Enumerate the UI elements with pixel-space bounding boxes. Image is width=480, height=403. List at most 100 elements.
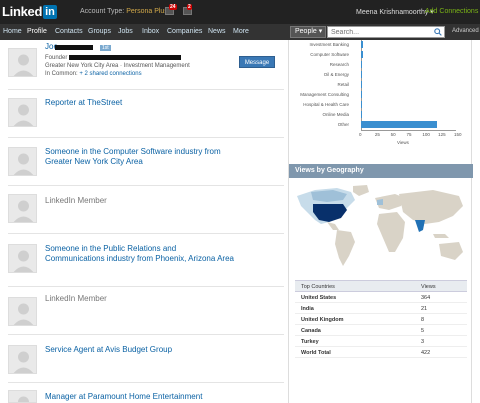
- col-views: Views: [421, 284, 436, 290]
- chart-category-label: Retail: [337, 82, 349, 87]
- inbox-badge: 24: [169, 4, 177, 10]
- nav-profile[interactable]: Profile: [27, 28, 47, 35]
- avatar[interactable]: [8, 390, 37, 403]
- viewer-common: In Common: + 2 shared connections: [45, 71, 142, 77]
- redacted-name: [55, 45, 93, 50]
- divider: [8, 89, 284, 90]
- chart-tick-label: 100: [422, 132, 430, 137]
- nav-home[interactable]: Home: [3, 28, 22, 35]
- chart-tick-label: 50: [390, 132, 396, 137]
- divider: [8, 382, 284, 383]
- chart-bar[interactable]: [361, 91, 362, 98]
- avatar[interactable]: [8, 194, 37, 223]
- nav-companies[interactable]: Companies: [167, 28, 203, 35]
- viewer-title[interactable]: Someone in the Computer Software industr…: [45, 147, 221, 166]
- chart-tick-label: 150: [454, 132, 462, 137]
- search-scope-dropdown[interactable]: People ▾: [290, 26, 326, 38]
- world-map[interactable]: [293, 182, 469, 272]
- list-item: Reporter at TheStreet: [0, 90, 284, 136]
- flag-icon[interactable]: 2: [183, 4, 194, 16]
- stats-sidebar: Views Investment Banking Computer Softwar…: [288, 40, 473, 403]
- chart-bar[interactable]: [361, 51, 363, 58]
- divider: [8, 286, 284, 287]
- search-icon[interactable]: [434, 28, 442, 36]
- top-bar: Linked in Account Type: Persona Plus 24 2…: [0, 0, 480, 24]
- table-row: United States 364: [295, 292, 467, 303]
- inbox-icon[interactable]: 24: [165, 4, 177, 16]
- nav-news[interactable]: News: [208, 28, 226, 35]
- nav-groups[interactable]: Groups: [88, 28, 111, 35]
- col-country: Top Countries: [301, 284, 335, 290]
- chart-category-label: Management Consulting: [300, 92, 349, 97]
- avatar[interactable]: [8, 98, 37, 127]
- list-item: LinkedIn Member: [0, 287, 284, 333]
- viewer-title: LinkedIn Member: [45, 196, 107, 205]
- viewer-title[interactable]: Manager at Paramount Home Entertainment: [45, 392, 203, 401]
- table-header: Top Countries Views: [295, 280, 467, 292]
- chart-bar[interactable]: [361, 101, 362, 108]
- list-item: Someone in the Computer Software industr…: [0, 138, 284, 184]
- divider: [8, 137, 284, 138]
- chart-category-label: Research: [329, 62, 349, 67]
- chart-category-label: Investment Banking: [309, 42, 349, 47]
- table-row: United Kingdom 8: [295, 314, 467, 325]
- list-item: Service Agent at Avis Budget Group: [0, 335, 284, 381]
- table-row: Canada 5: [295, 325, 467, 336]
- account-type-label: Account Type:: [80, 8, 125, 15]
- viewer-title: LinkedIn Member: [45, 294, 107, 303]
- chart-category-label: Hospital & Health Care: [303, 102, 349, 107]
- chart-tick-label: 0: [359, 132, 362, 137]
- viewer-name[interactable]: Joe: [45, 42, 58, 51]
- chart-category-label: Oil & Energy: [323, 72, 349, 77]
- table-total-row: World Total 422: [295, 347, 467, 358]
- add-connections-link[interactable]: Add Connections: [425, 8, 479, 15]
- avatar[interactable]: [8, 147, 37, 176]
- chart-bar[interactable]: [361, 111, 362, 118]
- chart-bar[interactable]: [361, 121, 437, 128]
- list-item: LinkedIn Member: [0, 186, 284, 232]
- chart-bar[interactable]: [361, 71, 362, 78]
- chart-category-label: Computer Software: [310, 52, 349, 57]
- nav-jobs[interactable]: Jobs: [118, 28, 133, 35]
- viewer-title[interactable]: Service Agent at Avis Budget Group: [45, 345, 173, 354]
- avatar[interactable]: [8, 345, 37, 374]
- table-row: Turkey 3: [295, 336, 467, 347]
- nav-contacts[interactable]: Contacts: [55, 28, 83, 35]
- divider: [8, 334, 284, 335]
- list-item: Joe 1st Founder Greater New York City Ar…: [0, 40, 284, 88]
- nav-bar: Home Profile Contacts Groups Jobs Inbox …: [0, 24, 480, 40]
- nav-more[interactable]: More: [233, 28, 249, 35]
- top-countries-table: Top Countries Views United States 364 In…: [295, 280, 467, 358]
- avatar[interactable]: [8, 48, 37, 77]
- advanced-search-link[interactable]: Advanced: [452, 28, 479, 34]
- account-type: Account Type: Persona Plus: [80, 8, 168, 15]
- chart-bar[interactable]: [361, 41, 363, 48]
- message-button[interactable]: Message: [239, 56, 275, 68]
- viewer-title[interactable]: Someone in the Public Relations and Comm…: [45, 244, 234, 263]
- divider: [8, 233, 284, 234]
- chart-tick-label: 25: [374, 132, 380, 137]
- avatar[interactable]: [8, 244, 37, 273]
- linkedin-logo[interactable]: Linked in: [2, 3, 57, 20]
- chart-category-label: Other: [337, 122, 349, 127]
- views-by-geography-header: Views by Geography: [289, 164, 473, 178]
- viewer-location: Greater New York City Area · Investment …: [45, 63, 190, 69]
- viewer-title[interactable]: Reporter at TheStreet: [45, 98, 123, 107]
- user-menu[interactable]: Meena Krishnamoorthy ▾: [356, 9, 434, 16]
- list-item: Manager at Paramount Home Entertainment: [0, 383, 284, 403]
- viewer-headline: Founder: [45, 55, 182, 62]
- industry-bar-chart: Views Investment Banking Computer Softwar…: [289, 40, 473, 152]
- account-type-value[interactable]: Persona Plus: [126, 8, 168, 15]
- chart-x-axis: [361, 130, 456, 131]
- logo-text: Linked: [2, 4, 43, 19]
- nav-inbox[interactable]: Inbox: [142, 28, 160, 35]
- viewers-list: Joe 1st Founder Greater New York City Ar…: [0, 40, 284, 403]
- shared-connections-link[interactable]: + 2 shared connections: [79, 71, 142, 77]
- logo-in: in: [43, 4, 57, 19]
- avatar[interactable]: [8, 297, 37, 326]
- degree-badge: 1st: [100, 45, 111, 51]
- chart-bar[interactable]: [361, 81, 362, 88]
- chart-bar[interactable]: [361, 61, 362, 68]
- table-row: India 21: [295, 303, 467, 314]
- search-input[interactable]: [327, 26, 445, 38]
